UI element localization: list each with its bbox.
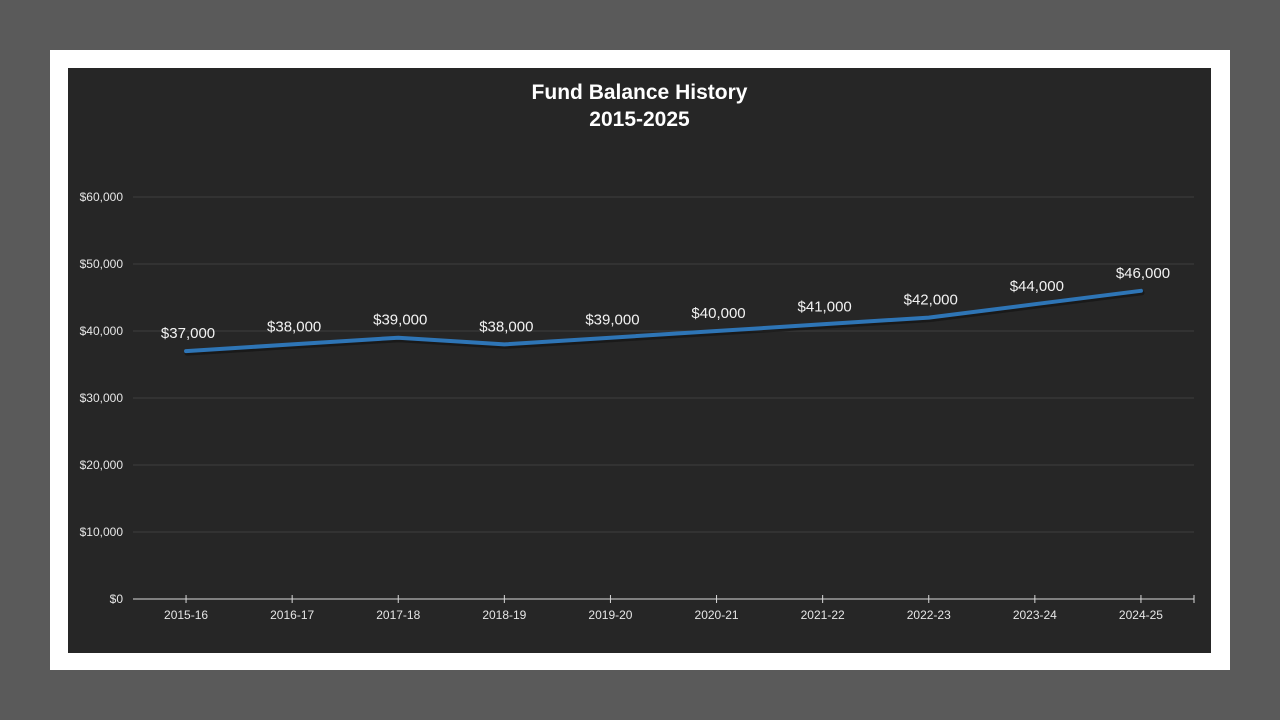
chart-title-subtitle: 2015-2025 xyxy=(589,108,690,131)
data-series xyxy=(184,288,1145,356)
x-tick-label: 2021-22 xyxy=(801,608,845,622)
x-tick-label: 2019-20 xyxy=(588,608,632,622)
x-tick-label: 2022-23 xyxy=(907,608,951,622)
data-label: $41,000 xyxy=(798,298,852,315)
data-labels: $37,000 $38,000 $39,000 $38,000 $39,000 $40,0… xyxy=(161,265,1170,342)
data-label: $40,000 xyxy=(691,305,745,322)
y-tick-label: $30,000 xyxy=(80,391,124,405)
data-label: $37,000 xyxy=(161,325,215,342)
data-label: $46,000 xyxy=(1116,265,1170,282)
line-chart-plot: $0 $10,000 $20,000 $30,000 $40,000 $50,000 $60… xyxy=(80,190,1195,622)
x-axis: 2015-16 2016-17 2017-18 2018-19 2019-20 2020-… xyxy=(133,595,1195,622)
y-tick-label: $50,000 xyxy=(80,257,124,271)
y-tick-label: $40,000 xyxy=(80,324,124,338)
y-tick-label: $20,000 xyxy=(80,458,124,472)
chart-title: Fund Balance History 2015-2025 xyxy=(68,79,1211,133)
x-tick-label: 2020-21 xyxy=(695,608,739,622)
x-tick-label: 2018-19 xyxy=(482,608,526,622)
x-tick-label: 2017-18 xyxy=(376,608,420,622)
series-line-shadow xyxy=(184,290,1145,356)
data-label: $38,000 xyxy=(479,318,533,335)
y-tick-label: $10,000 xyxy=(80,525,124,539)
data-label: $44,000 xyxy=(1010,278,1064,295)
x-tick-label: 2016-17 xyxy=(270,608,314,622)
chart-area: Fund Balance History 2015-2025 $0 $10,000… xyxy=(68,68,1211,653)
x-tick-label: 2024-25 xyxy=(1119,608,1163,622)
data-label: $39,000 xyxy=(373,312,427,329)
x-tick-label: 2015-16 xyxy=(164,608,208,622)
y-tick-label: $60,000 xyxy=(80,190,124,204)
data-label: $39,000 xyxy=(585,312,639,329)
chart-title-main: Fund Balance History xyxy=(531,81,748,104)
data-label: $38,000 xyxy=(267,318,321,335)
y-axis: $0 $10,000 $20,000 $30,000 $40,000 $50,000 $60… xyxy=(80,190,124,606)
data-label: $42,000 xyxy=(904,292,958,309)
series-line xyxy=(184,288,1143,354)
gridlines xyxy=(133,196,1194,533)
y-tick-label: $0 xyxy=(110,592,124,606)
x-tick-label: 2023-24 xyxy=(1013,608,1057,622)
